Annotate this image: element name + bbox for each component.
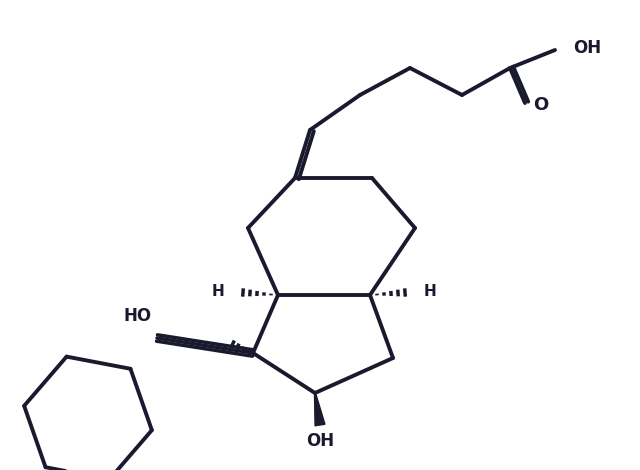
Text: OH: OH xyxy=(306,432,334,450)
Text: O: O xyxy=(533,96,548,114)
Polygon shape xyxy=(314,393,325,426)
Text: OH: OH xyxy=(573,39,601,57)
Text: H: H xyxy=(424,284,436,299)
Text: H: H xyxy=(212,284,225,299)
Text: HO: HO xyxy=(124,307,152,325)
